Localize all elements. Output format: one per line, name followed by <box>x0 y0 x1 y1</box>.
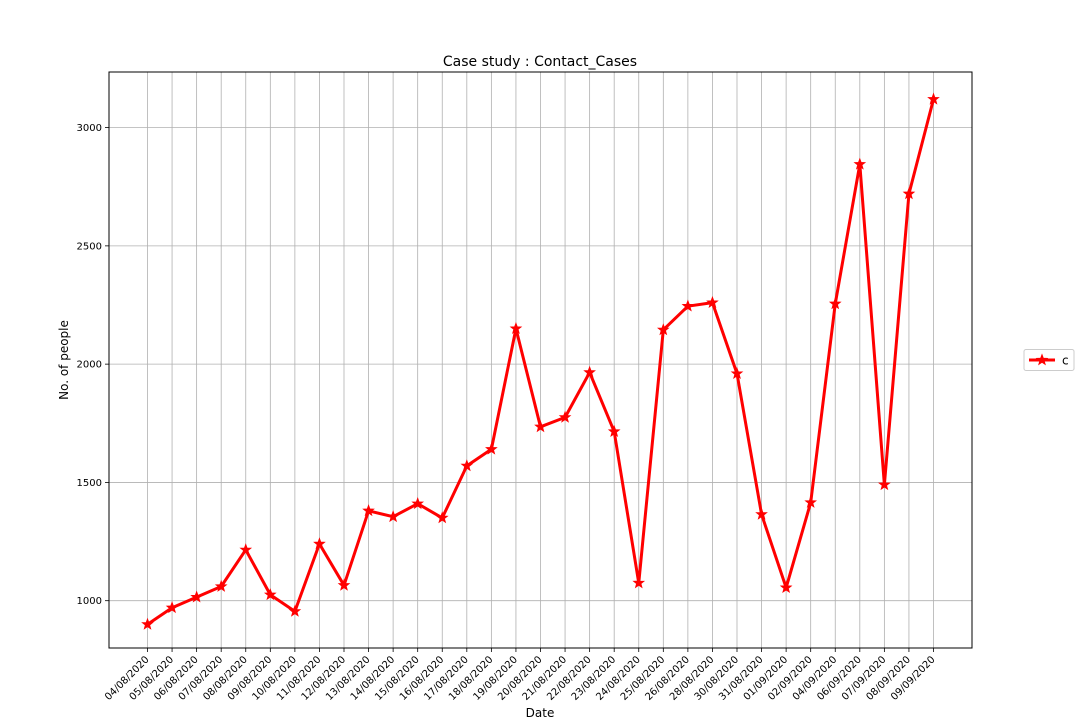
data-point-marker <box>853 157 867 170</box>
y-axis-label: No. of people <box>57 320 71 400</box>
y-tick-label: 1500 <box>77 478 102 489</box>
data-point-marker <box>485 442 498 455</box>
data-point-marker <box>804 495 818 508</box>
data-point-marker <box>927 92 940 105</box>
data-point-marker <box>878 478 891 491</box>
data-markers <box>141 92 940 630</box>
data-point-marker <box>313 537 326 550</box>
y-tick-label: 3000 <box>77 123 102 134</box>
data-point-marker <box>656 323 670 336</box>
data-point-marker <box>706 295 719 309</box>
data-point-marker <box>755 507 768 520</box>
y-tick-label: 1000 <box>77 596 102 607</box>
data-point-marker <box>509 322 523 335</box>
x-axis-label: Date <box>526 706 555 720</box>
data-point-marker <box>730 366 744 379</box>
data-point-marker <box>141 617 154 630</box>
data-point-marker <box>435 511 449 524</box>
legend-marker-c <box>1035 353 1049 366</box>
data-point-marker <box>288 604 302 617</box>
plot-frame <box>108 71 973 649</box>
data-point-marker <box>583 365 596 378</box>
data-point-marker <box>607 424 621 437</box>
data-point-marker <box>534 420 547 433</box>
data-point-marker <box>165 601 179 614</box>
data-point-marker <box>337 578 351 591</box>
y-tick-label: 2500 <box>77 241 102 252</box>
data-point-marker <box>263 588 277 601</box>
data-point-marker <box>558 410 572 423</box>
data-point-marker <box>779 581 793 594</box>
grid-lines <box>109 72 972 648</box>
data-point-marker <box>214 579 228 592</box>
legend-label-c: c <box>1062 354 1069 368</box>
data-point-marker <box>460 459 474 472</box>
data-point-marker <box>902 187 916 200</box>
data-point-marker <box>681 299 695 312</box>
data-point-marker <box>632 576 646 589</box>
chart-title: Case study : Contact_Cases <box>443 54 637 70</box>
data-point-marker <box>190 590 203 603</box>
legend: c <box>1023 349 1075 371</box>
y-tick-label: 2000 <box>77 360 102 371</box>
data-point-marker <box>411 497 425 510</box>
data-point-marker <box>386 510 400 523</box>
data-point-marker <box>239 543 253 556</box>
data-point-marker <box>828 297 842 310</box>
data-point-marker <box>362 504 375 517</box>
